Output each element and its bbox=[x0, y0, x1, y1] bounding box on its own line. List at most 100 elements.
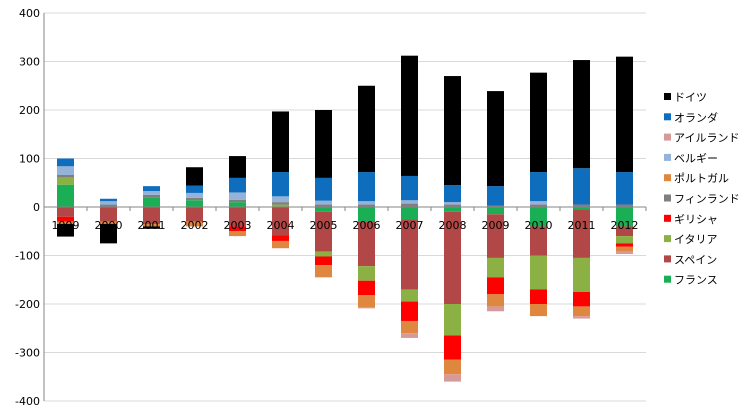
bar-segment bbox=[487, 294, 504, 307]
bar-segment bbox=[401, 320, 418, 334]
bar-segment bbox=[100, 201, 117, 205]
x-tick-label: 2000 bbox=[95, 219, 123, 232]
legend-label: イタリア bbox=[674, 233, 718, 246]
bar-segment bbox=[487, 306, 504, 312]
bar-segment bbox=[401, 175, 418, 201]
bar-segment bbox=[315, 256, 332, 266]
bar-segment bbox=[573, 168, 590, 205]
bar-segment bbox=[229, 207, 246, 227]
bar-segment bbox=[358, 295, 375, 308]
bar-segment bbox=[315, 207, 332, 212]
bar-segment bbox=[57, 158, 74, 167]
legend-label: アイルランド bbox=[674, 132, 739, 145]
bar-segment bbox=[358, 280, 375, 296]
bar-segment bbox=[616, 172, 633, 205]
bar-segment bbox=[616, 236, 633, 244]
bar-segment bbox=[272, 202, 289, 205]
y-tick-label: -100 bbox=[15, 250, 40, 263]
bar-segment bbox=[315, 110, 332, 178]
bar-segment bbox=[229, 177, 246, 193]
bar-segment bbox=[358, 266, 375, 281]
x-tick-label: 2007 bbox=[396, 219, 424, 232]
bar-segment bbox=[229, 156, 246, 178]
bar-segment bbox=[100, 223, 117, 244]
x-tick-label: 2001 bbox=[138, 219, 166, 232]
bar-segment bbox=[530, 304, 547, 317]
bar-segment bbox=[573, 207, 590, 210]
bar-segment bbox=[444, 207, 461, 212]
x-tick-label: 2008 bbox=[439, 219, 467, 232]
x-tick-label: 1999 bbox=[52, 219, 80, 232]
bar-segment bbox=[186, 200, 203, 207]
bar-segment bbox=[530, 289, 547, 304]
bar-segment bbox=[444, 359, 461, 375]
bar-segment bbox=[315, 265, 332, 278]
bar-segment bbox=[272, 235, 289, 241]
bar-segment bbox=[487, 277, 504, 295]
bar-segment bbox=[57, 216, 74, 222]
bar-segment bbox=[315, 200, 332, 205]
bar-segment bbox=[143, 190, 160, 195]
bar-segment bbox=[186, 221, 203, 227]
legend-swatch bbox=[664, 194, 671, 202]
bar-segment bbox=[444, 335, 461, 360]
legend-label: オランダ bbox=[674, 110, 718, 124]
bar-segment bbox=[401, 203, 418, 207]
legend-swatch bbox=[664, 153, 671, 161]
bar-segment bbox=[186, 197, 203, 201]
bar-segment bbox=[616, 246, 633, 252]
x-tick-label: 2003 bbox=[224, 219, 252, 232]
bar-segment bbox=[229, 202, 246, 207]
bar-segment bbox=[358, 204, 375, 207]
bar-segment bbox=[272, 111, 289, 173]
bar-segment bbox=[487, 207, 504, 215]
y-tick-label: -300 bbox=[15, 347, 40, 360]
legend-swatch bbox=[664, 214, 671, 222]
bar-segment bbox=[616, 243, 633, 247]
bar-segment bbox=[229, 192, 246, 200]
legend-label: フランス bbox=[674, 274, 718, 287]
bar-segment bbox=[57, 184, 74, 207]
bar-segment bbox=[358, 207, 375, 222]
bar-segment bbox=[530, 226, 547, 256]
x-tick-label: 2005 bbox=[310, 219, 338, 232]
bar-segment bbox=[444, 374, 461, 382]
x-tick-label: 2011 bbox=[568, 219, 596, 232]
legend: ドイツオランダアイルランドベルギーポルトガルフィンランドギリシャイタリアスペイン… bbox=[664, 91, 740, 287]
bar-segment bbox=[315, 204, 332, 207]
legend-swatch bbox=[664, 93, 671, 100]
bar-segment bbox=[573, 291, 590, 307]
legend-label: スペイン bbox=[674, 253, 717, 266]
bar-segment bbox=[143, 186, 160, 191]
bar-segment bbox=[272, 196, 289, 203]
bar-segment bbox=[444, 211, 461, 304]
bar-segment bbox=[401, 200, 418, 204]
x-tick-label: 2009 bbox=[482, 219, 510, 232]
bar-segment bbox=[186, 185, 203, 193]
bar-segment bbox=[616, 207, 633, 227]
x-tick-label: 2010 bbox=[525, 219, 553, 232]
bar-segment bbox=[57, 221, 74, 224]
y-tick-label: 0 bbox=[33, 201, 40, 214]
legend-swatch bbox=[664, 174, 671, 182]
x-tick-label: 2004 bbox=[267, 219, 295, 232]
bars bbox=[57, 55, 633, 382]
y-tick-label: -200 bbox=[15, 298, 40, 311]
legend-swatch bbox=[664, 113, 671, 121]
bar-segment bbox=[616, 204, 633, 207]
bar-segment bbox=[573, 257, 590, 292]
legend-swatch bbox=[664, 255, 671, 263]
bar-segment bbox=[315, 211, 332, 252]
legend-swatch bbox=[664, 275, 671, 283]
axes bbox=[43, 13, 647, 401]
y-tick-label: 100 bbox=[19, 153, 40, 166]
tick-labels: -400 -300 -200 -100 0 100 200 300 400 1999 2000 200… bbox=[15, 7, 638, 408]
bar-segment bbox=[401, 289, 418, 302]
bar-segment bbox=[616, 251, 633, 255]
bar-segment bbox=[573, 209, 590, 258]
legend-swatch bbox=[664, 133, 671, 141]
bar-segment bbox=[358, 85, 375, 173]
bar-segment bbox=[57, 177, 74, 185]
bar-segment bbox=[401, 219, 418, 290]
bar-segment bbox=[57, 223, 74, 237]
